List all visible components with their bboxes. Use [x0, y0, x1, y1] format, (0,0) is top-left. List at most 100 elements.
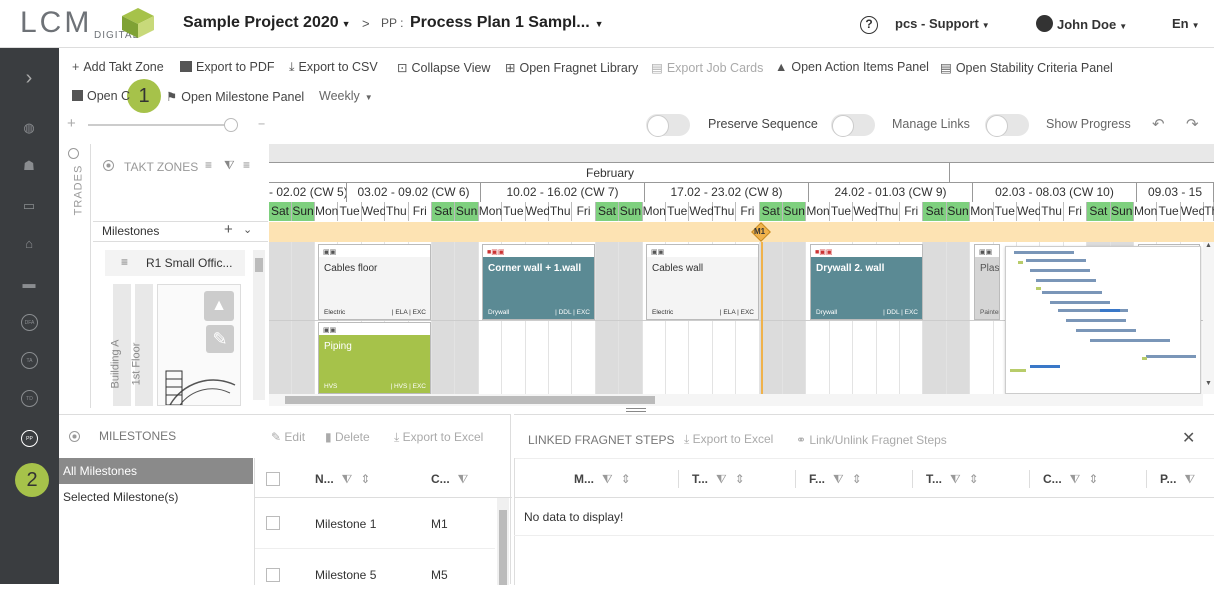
sort-icon[interactable]: ⇕ — [968, 472, 979, 486]
zoom-out-button[interactable]: − — [258, 117, 266, 131]
card-status-icons[interactable]: ▣▣ — [651, 249, 665, 256]
row-checkbox[interactable] — [266, 516, 280, 530]
column-name[interactable]: N... ⧨ ⇕ — [315, 472, 371, 486]
edit-button[interactable]: ✎ Edit — [271, 430, 306, 444]
table-scrollbar[interactable] — [497, 498, 509, 585]
fragnet-preview[interactable] — [1005, 246, 1201, 394]
filter-icon[interactable]: ⧨ — [1069, 472, 1081, 486]
grid-horizontal-scrollbar[interactable] — [269, 394, 1203, 406]
task-card[interactable]: ▣▣ Cables wall Electric | ELA | EXC — [646, 244, 759, 320]
user-menu[interactable]: John Doe ▼ — [1036, 15, 1127, 32]
globe-icon[interactable]: ◍ — [23, 120, 35, 135]
filter-icon[interactable]: ⧨ — [950, 472, 961, 486]
sort-icon[interactable]: ≡ — [205, 158, 213, 172]
linked-column-header[interactable]: C... ⧨ ⇕ — [1043, 472, 1099, 486]
radio-icon[interactable] — [69, 431, 80, 442]
collapse-view-button[interactable]: ⊡ Collapse View — [397, 61, 491, 75]
splitter-handle[interactable] — [626, 408, 646, 412]
logo[interactable]: LCM DIGITAL — [20, 6, 160, 42]
task-card[interactable]: ▣▣ Cables floor Electric | ELA | EXC — [318, 244, 431, 320]
task-card[interactable]: ▣▣ Piping HVS | HVS | EXC — [318, 322, 431, 394]
export-csv-button[interactable]: ⤓ Export to CSV — [289, 60, 378, 74]
filter-icon[interactable]: ⧨ — [1184, 472, 1196, 486]
td-icon[interactable]: TD — [21, 390, 38, 407]
export-pdf-button[interactable]: Export to PDF — [180, 60, 275, 74]
view-select[interactable]: Weekly ▼ — [319, 89, 373, 103]
filter-icon[interactable]: ⧨ — [833, 472, 844, 486]
table-row[interactable]: Milestone 1 M1 — [255, 498, 495, 549]
edit-icon[interactable]: ✎ — [206, 325, 234, 353]
expand-arrow-icon[interactable]: › — [25, 67, 33, 89]
column-code[interactable]: C... ⧨ — [431, 472, 469, 486]
help-icon[interactable]: ? — [860, 16, 878, 34]
delete-button[interactable]: ▮ Delete — [325, 430, 370, 444]
linked-column-header[interactable]: T... ⧨ ⇕ — [692, 472, 745, 486]
zoom-slider[interactable] — [88, 118, 238, 132]
zoom-slider-handle[interactable] — [224, 118, 238, 132]
menu-icon[interactable]: ≡ — [243, 158, 251, 172]
zone-item[interactable]: ≡ R1 Small Offic... — [105, 250, 245, 276]
support-menu[interactable]: pcs - Support ▼ — [895, 16, 990, 31]
files-icon[interactable]: ▭ — [22, 198, 36, 213]
table-row[interactable]: Milestone 5 M5 — [255, 550, 495, 590]
home-icon[interactable]: ⌂ — [25, 236, 33, 251]
filter-icon[interactable]: ⧨ — [716, 472, 727, 486]
filter-icon[interactable]: ⧨ — [224, 158, 235, 172]
folder-icon[interactable]: ▬ — [22, 276, 36, 291]
select-all-checkbox[interactable] — [266, 472, 280, 486]
chevron-down-icon[interactable]: ⌄ — [243, 224, 253, 236]
ta-icon[interactable]: TA — [21, 352, 38, 369]
card-status-icons[interactable]: ■▣▣ — [815, 249, 833, 256]
card-status-icons[interactable]: ▣▣ — [979, 249, 993, 256]
open-milestone-panel-button[interactable]: ⚑ Open Milestone Panel — [166, 90, 305, 104]
sort-icon[interactable]: ⇕ — [1088, 472, 1099, 486]
close-icon[interactable]: ✕ — [1182, 430, 1196, 447]
show-progress-toggle[interactable] — [985, 114, 1029, 137]
users-icon[interactable]: ☗ — [23, 158, 35, 173]
zoom-in-button[interactable]: + — [67, 115, 76, 132]
linked-column-header[interactable]: T... ⧨ ⇕ — [926, 472, 979, 486]
radio-icon[interactable] — [68, 148, 79, 159]
manage-links-toggle[interactable] — [831, 114, 875, 137]
language-menu[interactable]: En ▼ — [1172, 16, 1200, 31]
sort-icon[interactable]: ⇕ — [620, 472, 631, 486]
filter-selected-milestones[interactable]: Selected Milestone(s) — [63, 490, 179, 504]
export-excel-button[interactable]: ⤓ Export to Excel — [394, 430, 484, 444]
add-takt-zone-button[interactable]: + Add Takt Zone — [72, 60, 164, 74]
day-cell: Tue — [666, 202, 690, 221]
linked-export-button[interactable]: ⤓ Export to Excel — [684, 432, 774, 446]
open-action-items-button[interactable]: ▲ Open Action Items Panel — [775, 60, 929, 74]
undo-icon[interactable]: ↶ — [1152, 116, 1165, 133]
redo-icon[interactable]: ↷ — [1186, 116, 1199, 133]
row-checkbox[interactable] — [266, 568, 280, 582]
open-stability-criteria-button[interactable]: ▤ Open Stability Criteria Panel — [940, 61, 1113, 75]
sort-icon[interactable]: ⇕ — [734, 472, 745, 486]
export-job-cards-button[interactable]: ▤ Export Job Cards — [651, 61, 764, 75]
add-icon[interactable]: + — [224, 221, 233, 238]
zone-list-scrollbar[interactable] — [253, 250, 265, 400]
project-selector[interactable]: Sample Project 2020 ▼ — [183, 14, 351, 31]
task-card[interactable]: ▣▣ Plaste Painter — [974, 244, 1000, 320]
dfa-icon[interactable]: DFA — [21, 314, 38, 331]
card-status-icons[interactable]: ▣▣ — [323, 249, 337, 256]
plan-selector[interactable]: Process Plan 1 Sampl... ▼ — [410, 14, 604, 31]
filter-all-milestones[interactable]: All Milestones — [59, 458, 253, 484]
floor-plan-image[interactable]: ▲ ✎ — [157, 284, 241, 406]
linked-column-header[interactable]: F... ⧨ ⇕ — [809, 472, 862, 486]
linked-column-header[interactable]: M... ⧨ ⇕ — [574, 472, 631, 486]
drag-handle-icon[interactable]: ≡ — [121, 255, 129, 269]
linked-column-header[interactable]: P... ⧨ — [1160, 472, 1196, 486]
link-unlink-button[interactable]: ⚭ Link/Unlink Fragnet Steps — [796, 433, 947, 447]
preserve-sequence-toggle[interactable] — [646, 114, 690, 137]
filter-icon[interactable]: ⧨ — [602, 472, 613, 486]
radio-icon[interactable] — [103, 160, 114, 171]
open-fragnet-library-button[interactable]: ⊞ Open Fragnet Library — [505, 61, 639, 75]
card-status-icons[interactable]: ■▣▣ — [487, 249, 505, 256]
grid-vertical-scrollbar[interactable]: ▲ ▼ — [1203, 242, 1214, 394]
pp-icon[interactable]: PP — [21, 430, 38, 447]
task-card[interactable]: ■▣▣ Drywall 2. wall Drywall | DDL | EXC — [810, 244, 923, 320]
sort-icon[interactable]: ⇕ — [851, 472, 862, 486]
task-card[interactable]: ■▣▣ Corner wall + 1.wall Drywall | DDL | EX… — [482, 244, 595, 320]
card-status-icons[interactable]: ▣▣ — [323, 327, 337, 334]
open-chart-button[interactable]: Open C — [72, 89, 130, 103]
